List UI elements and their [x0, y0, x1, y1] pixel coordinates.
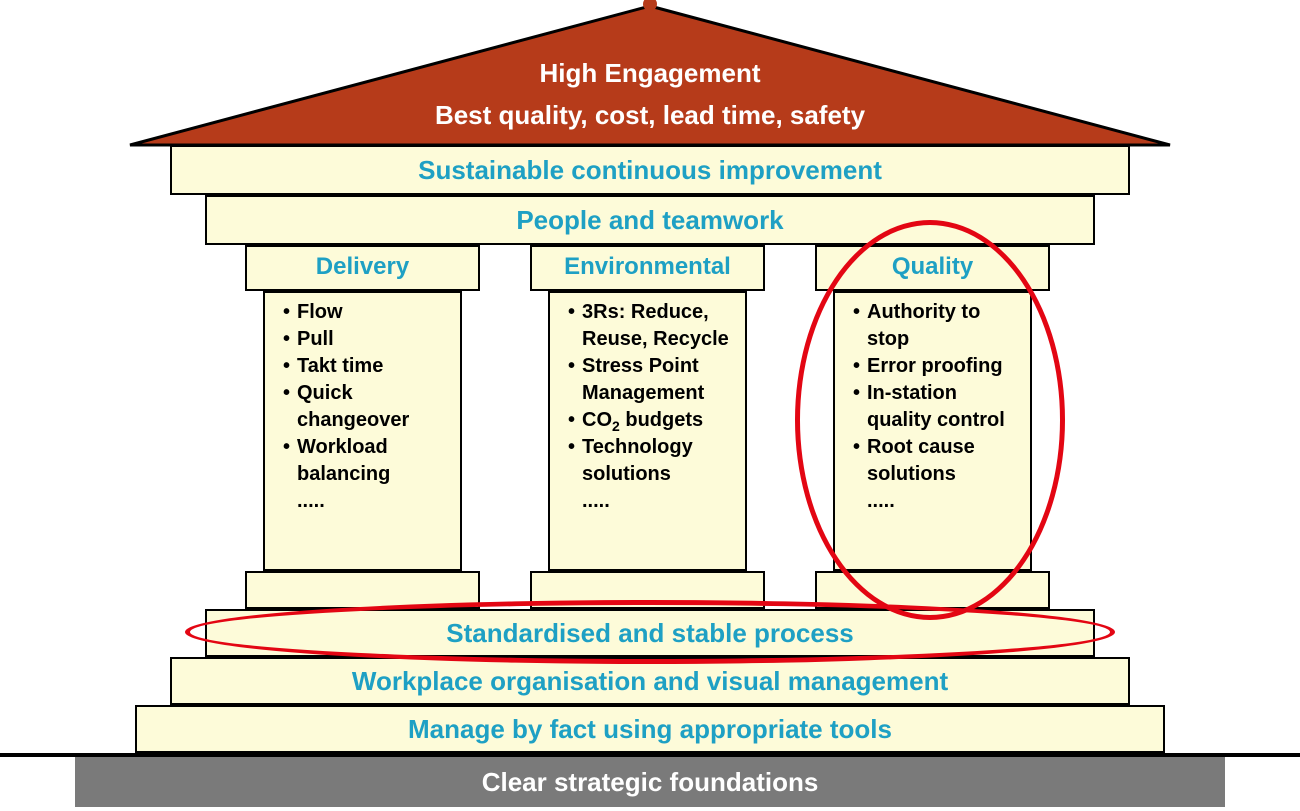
- pillar-item: •3Rs: Reduce, Reuse, Recycle: [568, 299, 735, 353]
- pillar-base: [815, 571, 1050, 609]
- pillar-item: •In-station quality control: [853, 380, 1020, 434]
- pillar-item: .....: [853, 488, 1020, 515]
- pillar-item-text: .....: [297, 488, 450, 515]
- pillar-items: •3Rs: Reduce, Reuse, Recycle•Stress Poin…: [550, 293, 745, 515]
- pillar-base: [245, 571, 480, 609]
- pillar-item: •Error proofing: [853, 353, 1020, 380]
- pillar-item-text: Takt time: [297, 353, 450, 380]
- pillar-item: •CO2 budgets: [568, 407, 735, 434]
- pillar-shaft: •3Rs: Reduce, Reuse, Recycle•Stress Poin…: [548, 291, 747, 571]
- foundation-step-label: Standardised and stable process: [446, 618, 853, 649]
- bullet-icon: •: [568, 434, 582, 488]
- pillar-item-text: Workload balancing: [297, 434, 450, 488]
- pillar-item: •Pull: [283, 326, 450, 353]
- pillar-item-text: Error proofing: [867, 353, 1020, 380]
- entablature-bottom: People and teamwork: [205, 195, 1095, 245]
- foundation-step-label: Workplace organisation and visual manage…: [352, 666, 948, 697]
- pillar-cap: Delivery: [245, 245, 480, 291]
- foundation: Clear strategic foundations: [75, 757, 1225, 807]
- roof-line-2: Best quality, cost, lead time, safety: [0, 100, 1300, 131]
- bullet-icon: •: [283, 434, 297, 488]
- pillar-shaft: •Authority to stop•Error proofing•In-sta…: [833, 291, 1032, 571]
- pillar-item-text: Pull: [297, 326, 450, 353]
- pillar-item-text: CO2 budgets: [582, 407, 735, 434]
- pillar-item-text: .....: [867, 488, 1020, 515]
- bullet-icon: •: [853, 434, 867, 488]
- pillar-item-text: Quick changeover: [297, 380, 450, 434]
- bullet-icon: •: [568, 299, 582, 353]
- pillar-items: •Authority to stop•Error proofing•In-sta…: [835, 293, 1030, 515]
- bullet-icon: •: [283, 326, 297, 353]
- foundation-step: Manage by fact using appropriate tools: [135, 705, 1165, 753]
- foundation-step: Standardised and stable process: [205, 609, 1095, 657]
- pillar-item-text: Flow: [297, 299, 450, 326]
- bullet-icon: •: [283, 353, 297, 380]
- pillar-item-text: Technology solutions: [582, 434, 735, 488]
- pillar-cap: Environmental: [530, 245, 765, 291]
- pillar-item-text: Root cause solutions: [867, 434, 1020, 488]
- bullet-icon: •: [853, 299, 867, 353]
- foundation-label: Clear strategic foundations: [482, 767, 819, 798]
- pillar-item: •Flow: [283, 299, 450, 326]
- bullet-icon: [568, 488, 582, 515]
- bullet-icon: [283, 488, 297, 515]
- pillar-title: Environmental: [532, 247, 763, 281]
- roof-line-1: High Engagement: [0, 58, 1300, 89]
- pillar-item: •Workload balancing: [283, 434, 450, 488]
- bullet-icon: •: [853, 353, 867, 380]
- bullet-icon: •: [283, 380, 297, 434]
- entablature-bottom-label: People and teamwork: [516, 205, 783, 236]
- bullet-icon: •: [283, 299, 297, 326]
- pillar-item: •Authority to stop: [853, 299, 1020, 353]
- entablature-top-label: Sustainable continuous improvement: [418, 155, 882, 186]
- pillar-item-text: Stress Point Management: [582, 353, 735, 407]
- pillar-item: •Technology solutions: [568, 434, 735, 488]
- pillar-item: •Takt time: [283, 353, 450, 380]
- pillar-items: •Flow•Pull•Takt time•Quick changeover•Wo…: [265, 293, 460, 515]
- foundation-step-label: Manage by fact using appropriate tools: [408, 714, 892, 745]
- pillar-base: [530, 571, 765, 609]
- pillar-item: .....: [568, 488, 735, 515]
- pillar-item: •Root cause solutions: [853, 434, 1020, 488]
- pillar-item-text: 3Rs: Reduce, Reuse, Recycle: [582, 299, 735, 353]
- pillar-item-text: .....: [582, 488, 735, 515]
- pillar-item: .....: [283, 488, 450, 515]
- pillar-item-text: In-station quality control: [867, 380, 1020, 434]
- pillar-shaft: •Flow•Pull•Takt time•Quick changeover•Wo…: [263, 291, 462, 571]
- pillar-title: Quality: [817, 247, 1048, 281]
- temple-diagram: High Engagement Best quality, cost, lead…: [0, 0, 1300, 811]
- entablature-top: Sustainable continuous improvement: [170, 145, 1130, 195]
- foundation-step: Workplace organisation and visual manage…: [170, 657, 1130, 705]
- bullet-icon: •: [568, 407, 582, 434]
- pillar-title: Delivery: [247, 247, 478, 281]
- pillar-item: •Quick changeover: [283, 380, 450, 434]
- pillar-item: •Stress Point Management: [568, 353, 735, 407]
- pillar-cap: Quality: [815, 245, 1050, 291]
- pillar-item-text: Authority to stop: [867, 299, 1020, 353]
- bullet-icon: •: [568, 353, 582, 407]
- bullet-icon: •: [853, 380, 867, 434]
- bullet-icon: [853, 488, 867, 515]
